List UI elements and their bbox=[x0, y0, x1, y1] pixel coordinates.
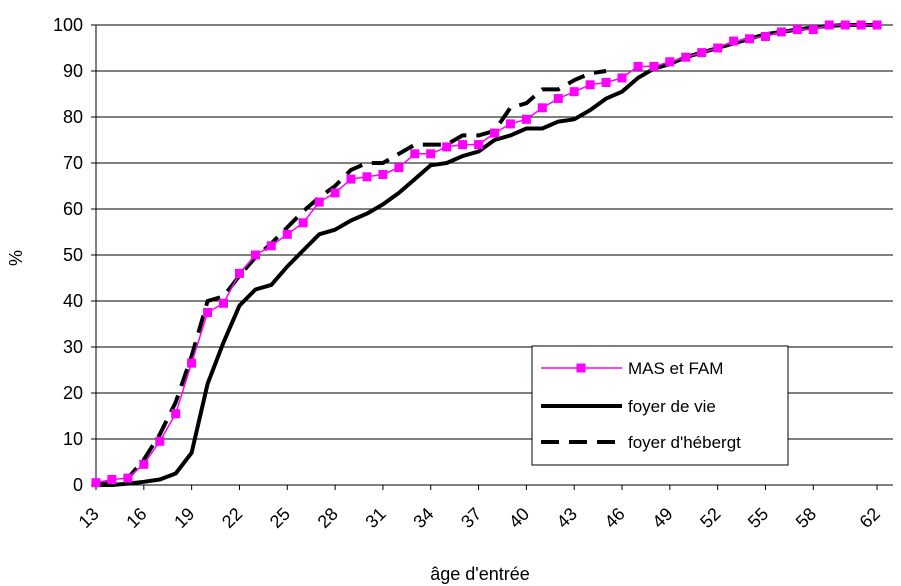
data-point-marker bbox=[187, 358, 197, 368]
data-point-marker bbox=[808, 25, 818, 35]
y-tick-label: 10 bbox=[63, 429, 83, 449]
x-axis-title: âge d'entrée bbox=[430, 564, 530, 584]
y-tick-label: 80 bbox=[63, 107, 83, 127]
data-point-marker bbox=[458, 140, 468, 150]
x-tick-label: 22 bbox=[218, 504, 246, 532]
series-layer bbox=[91, 20, 882, 488]
x-tick-label: 52 bbox=[696, 504, 724, 532]
data-point-marker bbox=[171, 409, 181, 419]
data-point-marker bbox=[235, 268, 244, 278]
x-tick-label: 13 bbox=[75, 504, 103, 532]
data-point-marker bbox=[553, 94, 563, 104]
data-point-marker bbox=[872, 20, 882, 30]
data-point-marker bbox=[840, 20, 850, 30]
data-point-marker bbox=[745, 34, 754, 44]
data-point-marker bbox=[362, 172, 372, 182]
x-tick-label: 62 bbox=[856, 504, 884, 532]
data-point-marker bbox=[298, 218, 308, 228]
legend-item-mas-et-fam: MAS et FAM bbox=[541, 359, 723, 378]
y-tick-labels: 0 10 20 30 40 50 60 70 80 90 100 bbox=[53, 15, 96, 495]
data-point-marker bbox=[792, 25, 802, 35]
data-point-marker bbox=[537, 103, 547, 113]
x-tick-label: 34 bbox=[409, 504, 437, 532]
x-tick-label: 25 bbox=[266, 504, 294, 532]
data-point-marker bbox=[250, 250, 260, 260]
x-tick-label: 58 bbox=[792, 504, 820, 532]
legend-label-foyer-de-vie: foyer de vie bbox=[628, 397, 716, 416]
y-tick-label: 20 bbox=[63, 383, 83, 403]
data-point-marker bbox=[282, 229, 292, 239]
data-point-marker bbox=[330, 188, 340, 198]
data-point-marker bbox=[107, 475, 117, 484]
data-point-marker bbox=[219, 298, 228, 308]
data-point-marker bbox=[665, 57, 675, 67]
x-tick-label: 16 bbox=[122, 504, 150, 532]
x-tick-label: 28 bbox=[314, 504, 342, 532]
x-tick-label: 37 bbox=[457, 504, 485, 532]
data-point-marker bbox=[442, 142, 452, 152]
y-tick-label: 30 bbox=[63, 337, 83, 357]
data-point-marker bbox=[410, 149, 420, 159]
y-tick-label: 90 bbox=[63, 61, 83, 81]
legend-swatch-square-marker bbox=[576, 363, 586, 373]
data-point-marker bbox=[505, 119, 515, 129]
series-line bbox=[95, 69, 607, 487]
data-point-marker bbox=[123, 473, 133, 483]
data-point-marker bbox=[314, 197, 324, 207]
data-point-marker bbox=[155, 436, 165, 446]
data-point-marker bbox=[426, 149, 436, 159]
data-point-marker bbox=[139, 459, 149, 469]
legend-item-foyer-hebergt: foyer d'hébergt bbox=[541, 433, 741, 452]
data-point-marker bbox=[761, 32, 770, 41]
x-tick-label: 43 bbox=[553, 504, 581, 532]
data-point-marker bbox=[856, 20, 866, 30]
legend-item-foyer-de-vie: foyer de vie bbox=[541, 397, 716, 416]
y-tick-label: 70 bbox=[63, 153, 83, 173]
series-foyer-d-h-bergt bbox=[95, 69, 607, 487]
y-tick-label: 100 bbox=[53, 15, 83, 35]
x-tick-label: 31 bbox=[361, 504, 389, 532]
x-tick-label: 19 bbox=[170, 504, 198, 532]
data-point-marker bbox=[378, 170, 388, 179]
data-point-marker bbox=[346, 174, 356, 184]
data-point-marker bbox=[569, 87, 579, 97]
data-point-marker bbox=[697, 48, 707, 58]
x-tick-labels: 13 16 19 22 25 28 31 34 37 40 43 46 49 52 55 58 62 bbox=[75, 485, 884, 532]
legend-label-foyer-hebergt: foyer d'hébergt bbox=[628, 433, 741, 452]
x-tick-label: 49 bbox=[648, 504, 676, 532]
data-point-marker bbox=[91, 478, 101, 488]
data-point-marker bbox=[203, 308, 213, 317]
data-point-marker bbox=[394, 163, 404, 173]
data-point-marker bbox=[601, 78, 611, 87]
data-point-marker bbox=[649, 61, 659, 71]
legend-label-mas-et-fam: MAS et FAM bbox=[628, 359, 723, 378]
data-point-marker bbox=[633, 61, 643, 71]
data-point-marker bbox=[776, 27, 786, 37]
y-tick-label: 60 bbox=[63, 199, 83, 219]
gridlines bbox=[96, 24, 893, 440]
y-tick-label: 50 bbox=[63, 245, 83, 265]
data-point-marker bbox=[681, 52, 691, 62]
data-point-marker bbox=[266, 241, 276, 251]
x-tick-label: 55 bbox=[744, 504, 772, 532]
x-tick-label: 40 bbox=[505, 504, 533, 532]
data-point-marker bbox=[474, 140, 484, 150]
data-point-marker bbox=[729, 36, 739, 46]
y-tick-label: 40 bbox=[63, 291, 83, 311]
series-mas-et-fam bbox=[91, 20, 882, 488]
y-tick-label: 0 bbox=[73, 475, 83, 495]
legend: MAS et FAM foyer de vie foyer d'hébergt bbox=[531, 345, 789, 466]
x-tick-label: 46 bbox=[601, 504, 629, 532]
data-point-marker bbox=[824, 20, 834, 30]
data-point-marker bbox=[713, 43, 723, 53]
data-point-marker bbox=[521, 114, 531, 124]
y-axis-title: % bbox=[6, 250, 26, 266]
data-point-marker bbox=[617, 73, 627, 83]
data-point-marker bbox=[490, 128, 499, 138]
data-point-marker bbox=[585, 80, 595, 90]
